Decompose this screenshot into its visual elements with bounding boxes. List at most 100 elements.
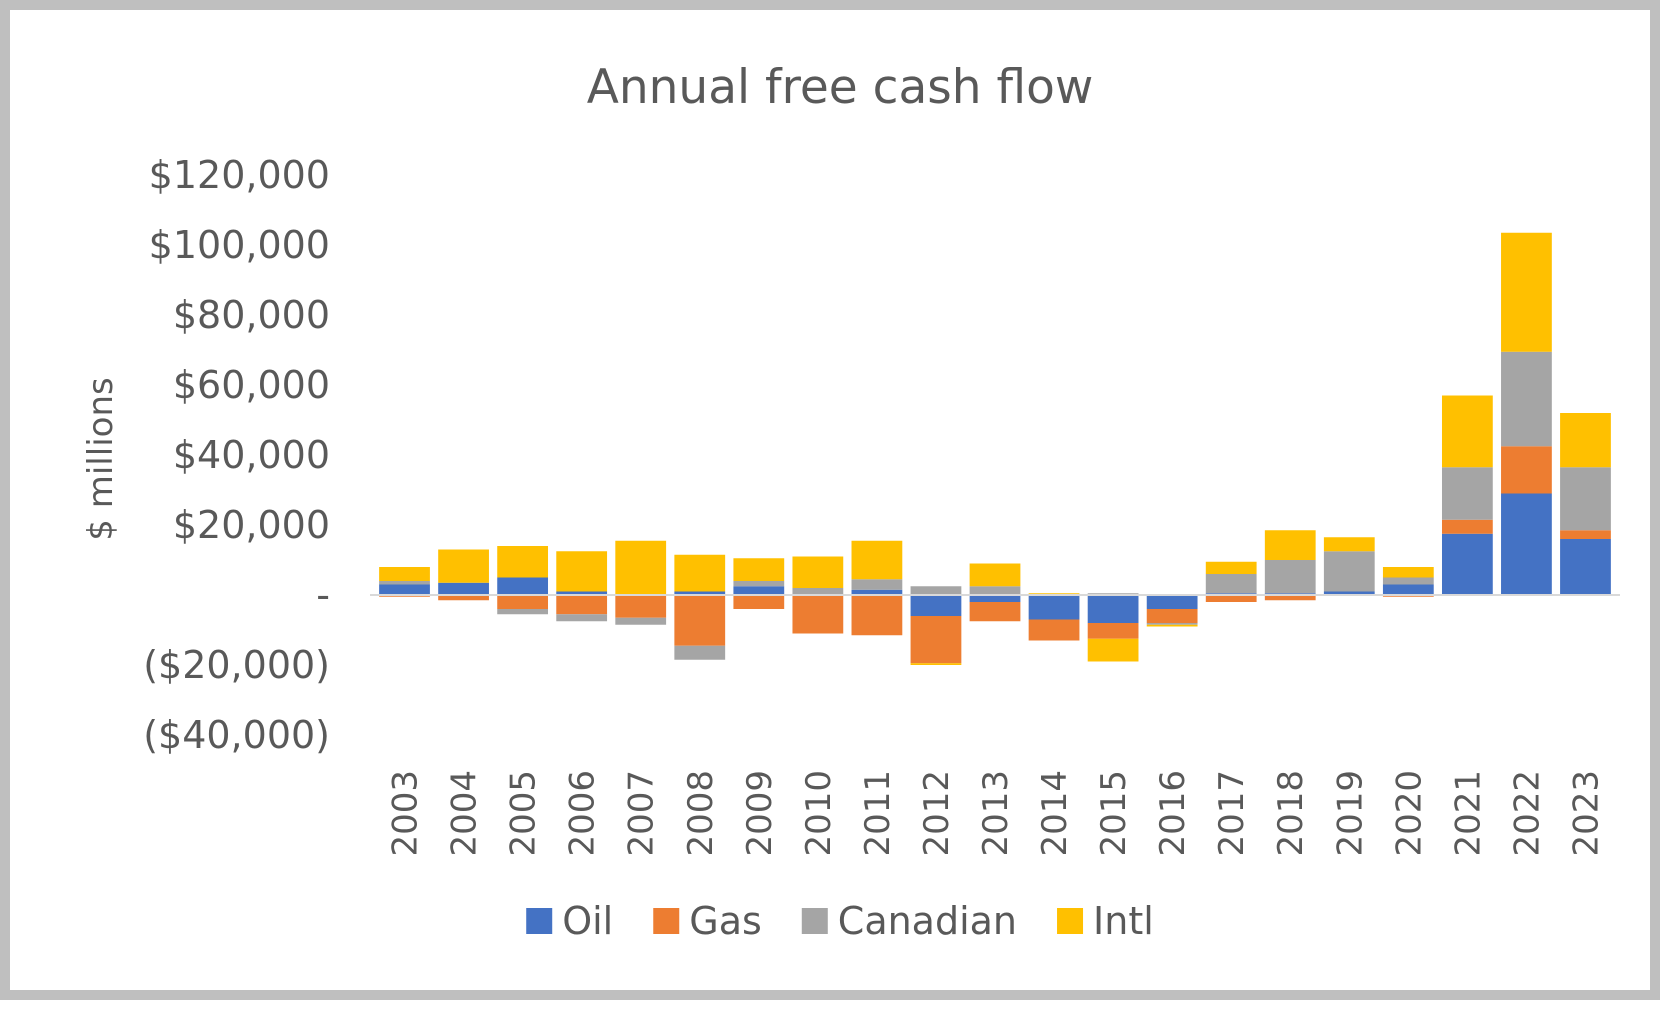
bar-intl-2006 <box>556 551 608 592</box>
bar-gas-2013 <box>969 602 1021 622</box>
bar-intl-2005 <box>497 546 549 578</box>
x-tick-label: 2005 <box>504 770 544 857</box>
bar-intl-2016 <box>1146 624 1198 627</box>
x-tick-label: 2008 <box>681 770 721 857</box>
legend-swatch-oil <box>526 908 553 934</box>
legend-label-oil: Oil <box>562 899 613 943</box>
bar-gas-2005 <box>497 595 549 609</box>
x-tick-label: 2004 <box>445 770 485 857</box>
bar-oil-2020 <box>1382 584 1434 595</box>
bar-intl-2007 <box>615 540 667 595</box>
x-axis-ticks: 2003 2004 2005 2006 2007 2008 2009 2010 2011 2012… <box>386 770 1607 857</box>
y-tick-label: $120,000 <box>149 153 330 197</box>
bar-canadian-2016 <box>1146 623 1198 625</box>
bar-intl-2011 <box>851 540 903 580</box>
bar-gas-2011 <box>851 595 903 636</box>
x-tick-label: 2012 <box>917 770 957 857</box>
bar-gas-2010 <box>792 595 844 634</box>
bar-gas-2022 <box>1501 446 1552 494</box>
x-tick-label: 2013 <box>976 770 1016 857</box>
bar-gas-2021 <box>1441 519 1493 534</box>
x-tick-label: 2009 <box>740 770 780 857</box>
bar-intl-2020 <box>1382 567 1434 578</box>
y-tick-label: - <box>316 573 330 617</box>
bar-gas-2023 <box>1560 530 1611 539</box>
bar-intl-2003 <box>379 567 430 581</box>
y-tick-label: $80,000 <box>173 293 330 337</box>
bar-gas-2014 <box>1028 619 1080 641</box>
bar-gas-2012 <box>910 616 962 664</box>
bar-canadian-2011 <box>851 579 903 590</box>
bar-intl-2013 <box>969 563 1021 587</box>
bar-intl-2015 <box>1087 638 1139 662</box>
bar-canadian-2010 <box>792 588 844 595</box>
bar-oil-2013 <box>969 595 1021 602</box>
bar-intl-2017 <box>1205 561 1257 574</box>
legend-swatch-intl <box>1057 908 1084 934</box>
bar-gas-2016 <box>1146 609 1198 623</box>
bar-oil-2021 <box>1441 533 1493 595</box>
bar-gas-2007 <box>615 595 667 618</box>
bar-canadian-2008 <box>674 645 726 660</box>
bar-oil-2009 <box>733 586 785 595</box>
y-axis-label: $ millions <box>81 377 121 540</box>
y-tick-label: $40,000 <box>173 433 330 477</box>
legend-label-canadian: Canadian <box>838 899 1017 943</box>
bar-canadian-2021 <box>1441 467 1493 520</box>
bar-canadian-2006 <box>556 614 608 622</box>
bar-intl-2012 <box>910 663 962 665</box>
bar-canadian-2022 <box>1501 351 1552 447</box>
bar-oil-2019 <box>1323 591 1375 595</box>
bar-oil-2006 <box>556 591 608 595</box>
x-tick-label: 2016 <box>1153 770 1193 857</box>
legend-swatch-gas <box>653 908 680 934</box>
bar-intl-2023 <box>1560 413 1611 468</box>
bar-intl-2009 <box>733 558 785 581</box>
bar-gas-2008 <box>674 595 726 646</box>
chart-svg: Annual free cash flow $ millions $120,00… <box>81 60 1620 943</box>
bar-canadian-2017 <box>1205 574 1257 594</box>
bar-oil-2003 <box>379 584 430 595</box>
bar-oil-2016 <box>1146 595 1198 609</box>
bar-canadian-2018 <box>1264 560 1316 594</box>
bar-gas-2015 <box>1087 623 1139 639</box>
y-tick-label: $20,000 <box>173 503 330 547</box>
bar-intl-2018 <box>1264 530 1316 560</box>
x-tick-label: 2006 <box>563 770 603 857</box>
x-tick-label: 2003 <box>386 770 426 857</box>
bar-oil-2023 <box>1560 539 1611 595</box>
x-tick-label: 2010 <box>799 770 839 857</box>
x-tick-label: 2019 <box>1330 770 1370 857</box>
x-tick-label: 2022 <box>1507 770 1547 857</box>
bar-intl-2019 <box>1323 537 1375 552</box>
bar-canadian-2003 <box>379 581 430 585</box>
x-tick-label: 2017 <box>1212 770 1252 857</box>
y-tick-label: ($20,000) <box>143 643 330 687</box>
y-tick-label: ($40,000) <box>143 713 330 757</box>
chart-title: Annual free cash flow <box>587 60 1094 115</box>
bar-oil-2008 <box>674 591 726 595</box>
bar-gas-2009 <box>733 595 785 609</box>
bar-canadian-2019 <box>1323 551 1375 592</box>
legend-label-intl: Intl <box>1093 899 1154 943</box>
bar-oil-2012 <box>910 595 962 616</box>
bar-oil-2005 <box>497 577 549 595</box>
bar-oil-2011 <box>851 589 903 595</box>
bar-oil-2004 <box>438 582 489 595</box>
bar-canadian-2007 <box>615 617 667 625</box>
bar-canadian-2020 <box>1382 577 1434 585</box>
legend-swatch-canadian <box>801 908 828 934</box>
y-tick-label: $60,000 <box>173 363 330 407</box>
x-tick-label: 2014 <box>1035 770 1075 857</box>
y-tick-label: $100,000 <box>149 223 330 267</box>
legend: Oil Gas Canadian Intl <box>526 899 1154 943</box>
legend-label-gas: Gas <box>689 899 762 943</box>
bar-gas-2004 <box>438 595 489 601</box>
bar-oil-2015 <box>1087 595 1139 623</box>
bar-canadian-2009 <box>733 581 785 587</box>
bar-intl-2021 <box>1441 395 1493 468</box>
bar-canadian-2012 <box>910 586 962 595</box>
bar-gas-2018 <box>1264 595 1316 601</box>
x-tick-label: 2011 <box>858 770 898 857</box>
